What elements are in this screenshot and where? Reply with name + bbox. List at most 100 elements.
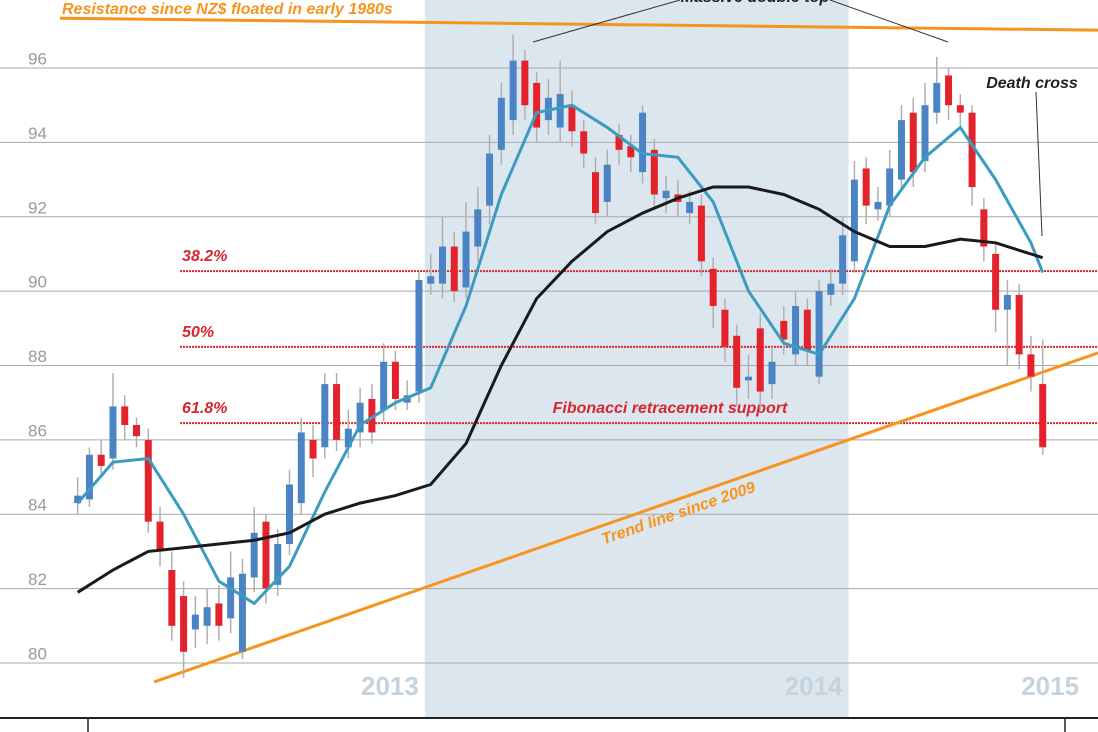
- candle-body: [850, 179, 858, 262]
- candle-body: [827, 283, 835, 295]
- candle-body: [862, 168, 870, 206]
- candle-body: [85, 454, 93, 500]
- candle-body: [427, 276, 435, 284]
- candle-body: [945, 75, 953, 106]
- candle-body: [191, 614, 199, 630]
- candle-body: [615, 134, 623, 150]
- y-tick-label: 84: [28, 496, 47, 515]
- candle-body: [97, 454, 105, 466]
- candle-body: [686, 201, 694, 214]
- candle-body: [474, 209, 482, 247]
- candle-body: [74, 495, 82, 504]
- candle-body: [415, 279, 423, 392]
- pointer: [532, 0, 681, 43]
- candle-body: [321, 384, 329, 448]
- pointer: [829, 0, 949, 43]
- candle-body: [156, 521, 164, 552]
- period-band: [424, 0, 849, 718]
- candle-body: [721, 309, 729, 347]
- candle-body: [286, 484, 294, 544]
- candle-body: [344, 428, 352, 448]
- resistance-line: [60, 16, 1098, 32]
- candle-body: [603, 164, 611, 202]
- candle-body: [897, 120, 905, 180]
- candle-body: [133, 424, 141, 437]
- candle-body: [450, 246, 458, 292]
- candle-body: [168, 570, 176, 626]
- candle-body: [533, 82, 541, 128]
- candle-body: [356, 402, 364, 433]
- candle-body: [709, 268, 717, 307]
- period-label: 2015: [1021, 671, 1079, 701]
- candle-body: [391, 361, 399, 399]
- candle-body: [438, 246, 446, 284]
- candle-body: [909, 112, 917, 173]
- candle-body: [933, 82, 941, 113]
- y-tick-label: 94: [28, 124, 47, 143]
- candle-body: [733, 335, 741, 388]
- candle-body: [297, 432, 305, 504]
- candle-body: [521, 60, 529, 106]
- fib-label: 61.8%: [182, 400, 227, 417]
- candle-body: [380, 361, 388, 411]
- annotation: Death cross: [986, 75, 1078, 92]
- candle-body: [580, 131, 588, 154]
- trend-line: [153, 351, 1098, 684]
- candle-body: [203, 607, 211, 626]
- annotation: Massive double top: [681, 0, 830, 6]
- candle-body: [839, 235, 847, 284]
- candle-body: [568, 105, 576, 132]
- y-tick-label: 90: [28, 273, 47, 292]
- candle-body: [980, 209, 988, 247]
- candle-body: [768, 361, 776, 385]
- candle-body: [815, 291, 823, 377]
- candle-body: [1003, 294, 1011, 310]
- candle-body: [874, 201, 882, 210]
- period-label: 2014: [785, 671, 843, 701]
- candle-body: [462, 231, 470, 288]
- candle-body: [215, 603, 223, 626]
- candle-body: [497, 97, 505, 150]
- candle-body: [697, 205, 705, 262]
- period-label: 2013: [361, 671, 419, 701]
- candle-body: [274, 543, 282, 585]
- candle-body: [144, 439, 152, 522]
- candle-body: [662, 190, 670, 199]
- candle-body: [591, 172, 599, 214]
- candle-body: [109, 406, 117, 459]
- fib-title: Fibonacci retracement support: [553, 400, 788, 417]
- candle-body: [756, 328, 764, 392]
- candle-body: [309, 439, 317, 459]
- y-tick-label: 80: [28, 644, 47, 663]
- pointer: [1035, 91, 1043, 237]
- y-tick-label: 88: [28, 347, 47, 366]
- candle-body: [886, 168, 894, 206]
- candle-body: [1015, 294, 1023, 355]
- y-tick-label: 86: [28, 421, 47, 440]
- candle-body: [650, 149, 658, 195]
- y-tick-label: 92: [28, 198, 47, 217]
- candle-body: [744, 376, 752, 381]
- candle-body: [1027, 354, 1035, 377]
- candle-body: [803, 309, 811, 351]
- candle-body: [921, 105, 929, 162]
- candle-body: [627, 146, 635, 158]
- y-tick-label: 96: [28, 50, 47, 69]
- candle-body: [556, 94, 564, 128]
- candle-body: [238, 573, 246, 652]
- candle-body: [968, 112, 976, 188]
- fib-label: 50%: [182, 324, 214, 341]
- moving-average: [76, 185, 1044, 594]
- candle-body: [956, 105, 964, 113]
- candle-body: [368, 398, 376, 433]
- candle-body: [250, 532, 258, 578]
- candle-body: [180, 596, 188, 652]
- candle-body: [780, 320, 788, 340]
- resistance-label: Resistance since NZ$ floated in early 19…: [62, 1, 393, 18]
- candle-body: [262, 521, 270, 589]
- candle-body: [333, 384, 341, 440]
- moving-average: [76, 103, 1045, 606]
- y-tick-label: 82: [28, 570, 47, 589]
